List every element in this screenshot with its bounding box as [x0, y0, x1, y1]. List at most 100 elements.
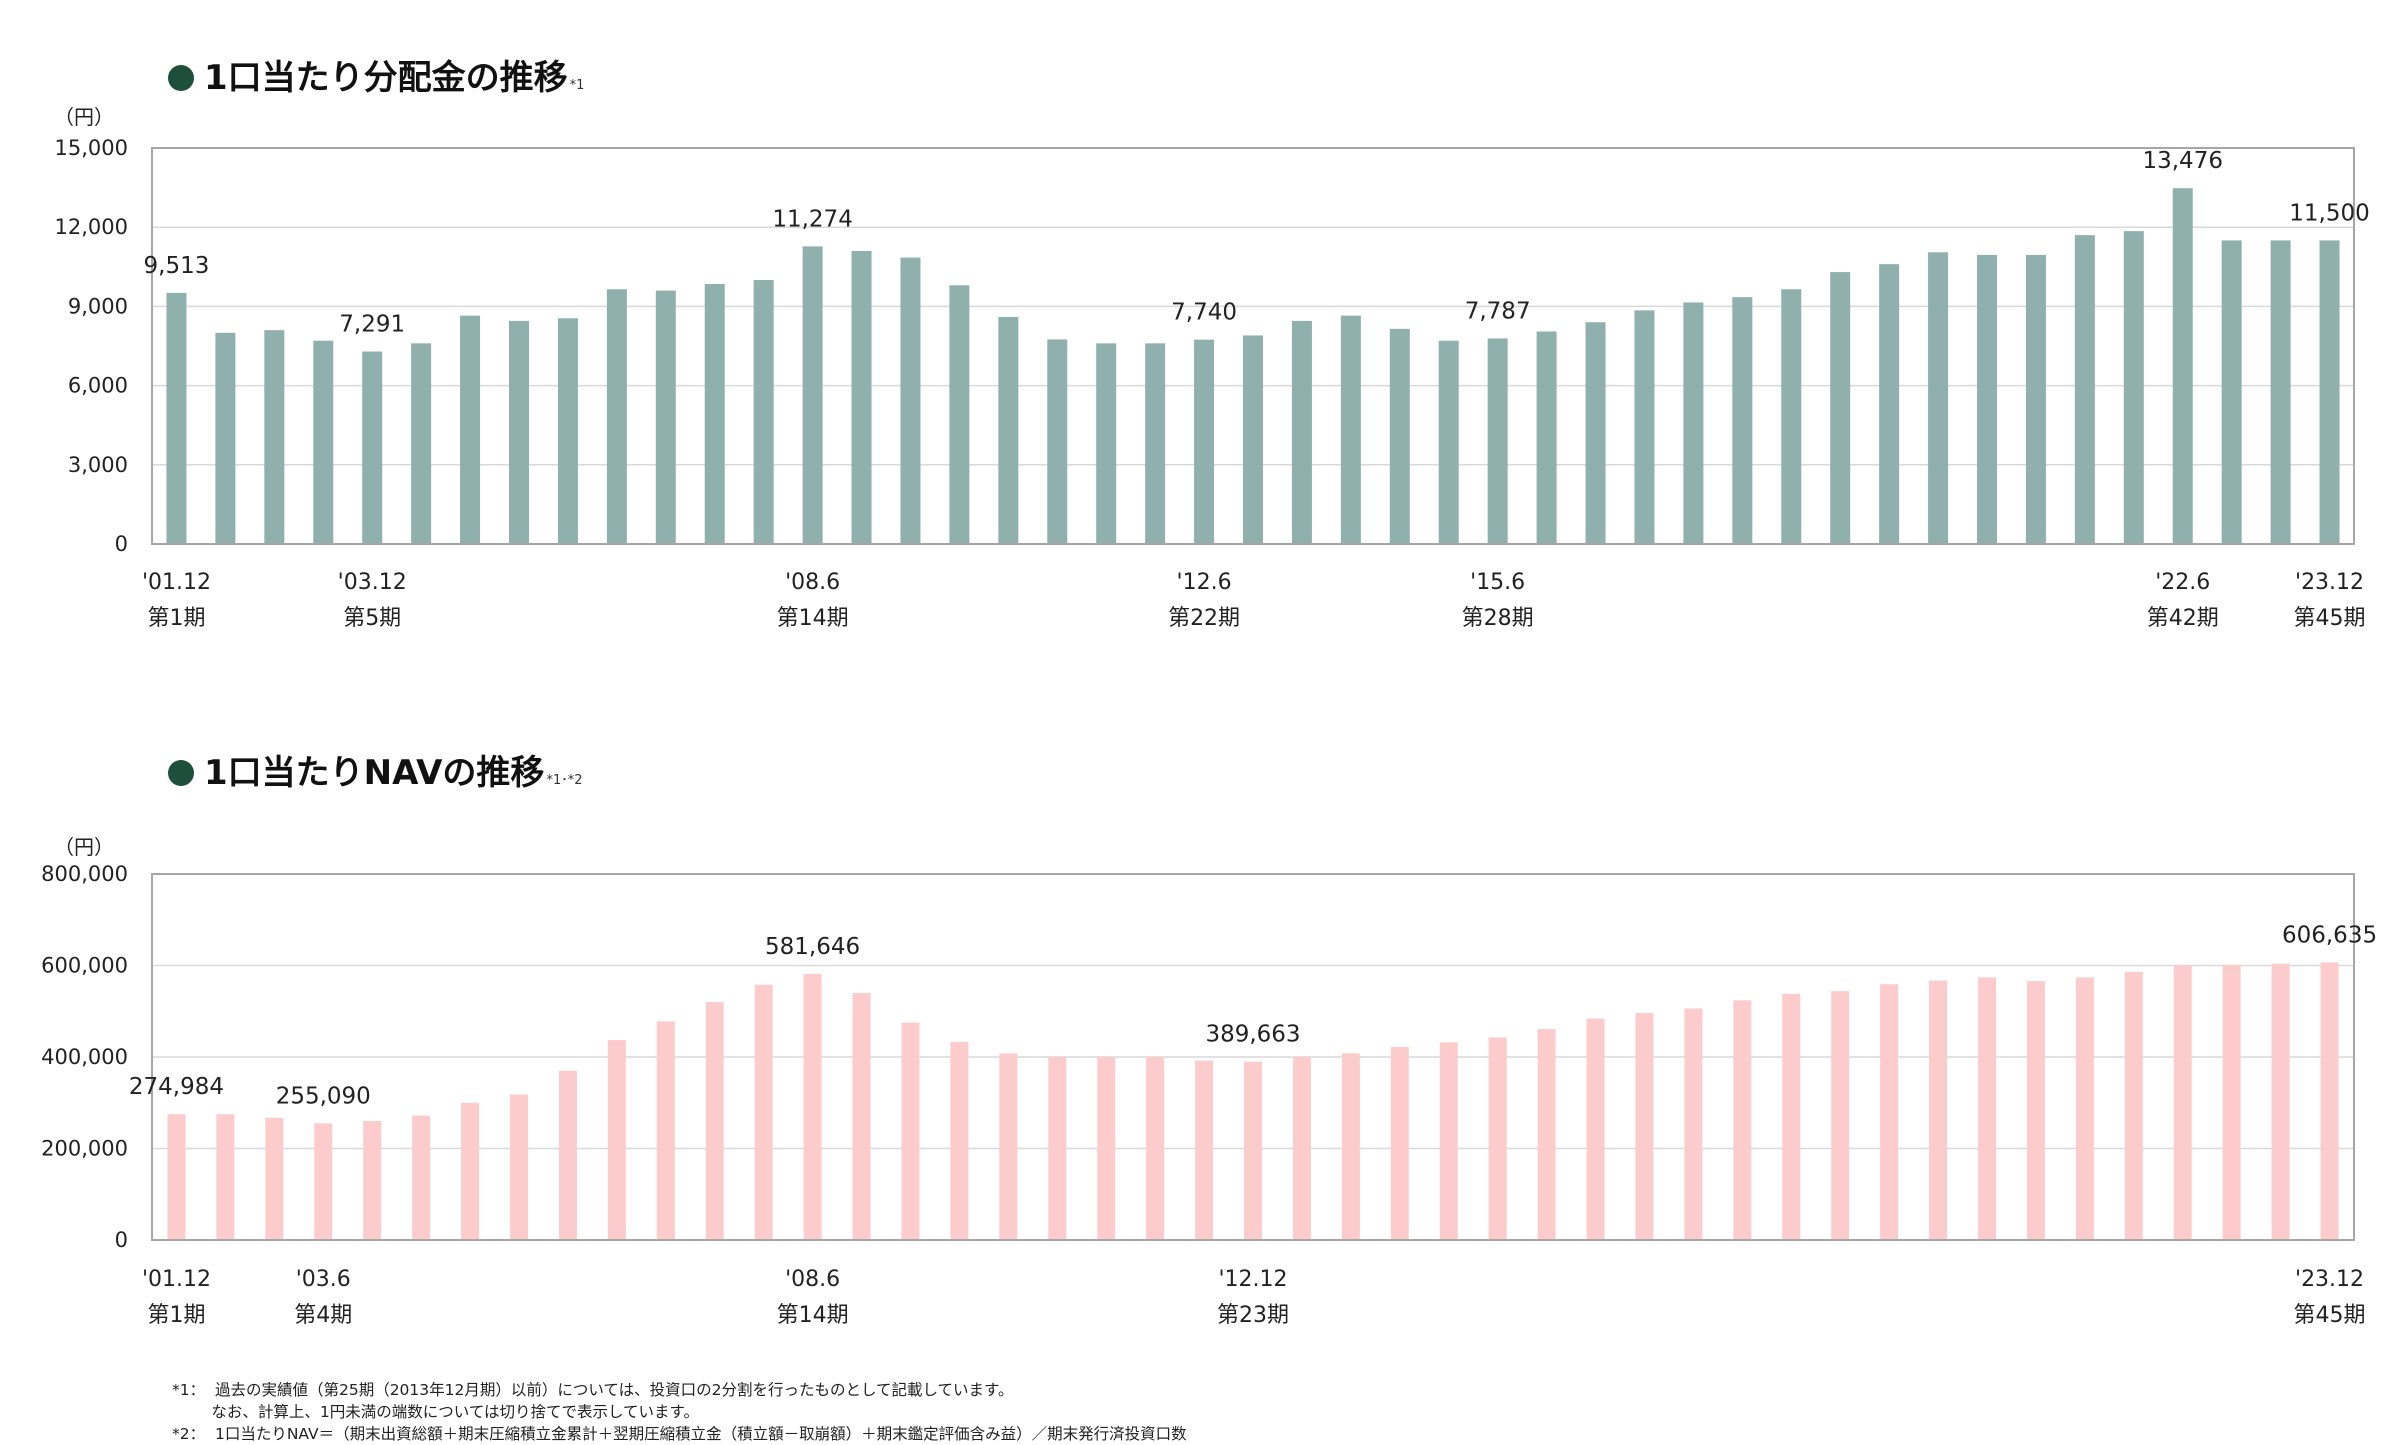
dividend-x-date-label: '08.6: [785, 570, 840, 595]
nav-data-label: 389,663: [1205, 1022, 1300, 1048]
dividend-bar: [802, 246, 823, 544]
nav-x-date-label: '03.6: [296, 1267, 351, 1292]
dividend-x-period-label: 第28期: [1462, 606, 1534, 631]
dividend-data-label: 7,740: [1171, 300, 1237, 326]
dividend-y-unit-label: （円）: [54, 105, 114, 129]
nav-bar: [1537, 1029, 1556, 1240]
nav-bar: [999, 1053, 1018, 1240]
nav-x-date-label: '23.12: [2295, 1267, 2364, 1292]
nav-bar: [265, 1117, 284, 1240]
nav-bar: [1684, 1008, 1703, 1240]
nav-title-note: *1･*2: [546, 773, 583, 788]
nav-bar: [1488, 1037, 1507, 1240]
dividend-x-date-label: '03.12: [338, 570, 407, 595]
nav-bar: [1097, 1057, 1116, 1240]
nav-data-label: 606,635: [2282, 922, 2377, 948]
dividend-data-label: 7,291: [339, 312, 405, 338]
nav-bar: [1586, 1018, 1605, 1240]
dividend-y-tick-label: 9,000: [68, 294, 128, 318]
dividend-bar: [2270, 240, 2291, 544]
dividend-data-label: 11,274: [772, 206, 852, 232]
dividend-bar: [1291, 320, 1312, 544]
dividend-x-period-label: 第1期: [147, 606, 205, 631]
dividend-data-label: 7,787: [1465, 298, 1531, 324]
nav-x-period-label: 第23期: [1217, 1303, 1289, 1328]
footnote-2: *2： 1口当たりNAV＝（期末出資総額＋期末圧縮積立金累計＋翌期圧縮積立金（積…: [172, 1425, 1187, 1443]
nav-data-label: 581,646: [765, 934, 860, 960]
nav-bar: [314, 1123, 333, 1240]
nav-y-tick-label: 600,000: [41, 954, 128, 978]
dividend-bar: [1243, 335, 1263, 544]
nav-bar: [412, 1115, 431, 1240]
dividend-bar: [1438, 340, 1459, 544]
nav-bar: [1390, 1046, 1409, 1240]
dividend-bar: [362, 351, 383, 544]
dividend-bar: [1536, 331, 1557, 544]
dividend-data-label: 11,500: [2289, 200, 2369, 226]
nav-bar: [1439, 1042, 1458, 1240]
nav-x-period-label: 第4期: [294, 1303, 352, 1328]
nav-bar: [1831, 991, 1850, 1240]
dividend-bar: [704, 283, 725, 544]
dividend-bar: [2319, 240, 2340, 544]
dividend-title-bullet-icon: [168, 65, 194, 91]
nav-bar: [1782, 993, 1801, 1240]
footnote-1: *1： 過去の実績値（第25期（2013年12月期）以前）については、投資口の2…: [172, 1381, 1014, 1399]
dividend-x-period-label: 第5期: [343, 606, 401, 631]
nav-bar: [2320, 962, 2339, 1240]
nav-bar: [363, 1121, 382, 1240]
nav-data-label: 274,984: [129, 1074, 224, 1100]
dividend-bar: [949, 285, 970, 544]
nav-bar: [1733, 1000, 1752, 1240]
nav-bar: [2222, 965, 2241, 1240]
dividend-bar: [411, 343, 432, 544]
dividend-bar: [460, 315, 481, 544]
dividend-y-tick-label: 6,000: [68, 374, 128, 398]
nav-bar: [461, 1102, 480, 1240]
nav-title-text: 1口当たりNAVの推移: [204, 753, 545, 793]
nav-bar: [216, 1114, 235, 1240]
dividend-data-label: 13,476: [2142, 148, 2222, 174]
dividend-x-period-label: 第42期: [2147, 606, 2219, 631]
dividend-bar: [606, 289, 627, 544]
dividend-x-date-label: '01.12: [142, 570, 211, 595]
nav-bar: [754, 984, 773, 1240]
dividend-title-text: 1口当たり分配金の推移: [204, 58, 568, 98]
dividend-bar: [1977, 254, 1997, 545]
nav-title-bullet-icon: [168, 760, 194, 786]
dividend-bar: [2074, 235, 2095, 544]
dividend-bar: [509, 320, 529, 544]
dividend-bar: [1585, 322, 1606, 544]
dividend-bar: [1145, 343, 1166, 544]
nav-bar: [2271, 963, 2290, 1240]
dividend-x-date-label: '23.12: [2295, 570, 2364, 595]
dividend-x-period-label: 第45期: [2294, 606, 2366, 631]
nav-x-date-label: '12.12: [1218, 1267, 1287, 1292]
nav-bar: [803, 973, 822, 1240]
dividend-bar: [900, 257, 921, 544]
nav-bar: [901, 1022, 920, 1240]
dividend-bar: [998, 316, 1019, 544]
dividend-x-date-label: '22.6: [2155, 570, 2210, 595]
dividend-bar: [1194, 339, 1215, 544]
dividend-x-period-label: 第22期: [1168, 606, 1240, 631]
nav-x-period-label: 第14期: [777, 1303, 849, 1328]
nav-x-period-label: 第1期: [147, 1303, 205, 1328]
nav-bar: [1146, 1057, 1165, 1240]
nav-bar: [1244, 1061, 1262, 1240]
dividend-bar: [1683, 302, 1704, 544]
dividend-y-tick-label: 0: [115, 532, 128, 556]
nav-bar: [705, 1002, 724, 1240]
dividend-bar: [851, 250, 872, 544]
footnote-1-cont: なお、計算上、1円未満の端数については切り捨てで表示しています。: [172, 1403, 699, 1421]
dividend-y-tick-label: 3,000: [68, 453, 128, 477]
footnotes: *1： 過去の実績値（第25期（2013年12月期）以前）については、投資口の2…: [172, 1379, 1187, 1445]
nav-bar: [2173, 965, 2192, 1240]
nav-x-period-label: 第45期: [2294, 1303, 2366, 1328]
dividend-bar: [1047, 339, 1068, 544]
nav-bar: [1880, 984, 1899, 1240]
dividend-bar: [313, 340, 334, 544]
dividend-bar: [1781, 289, 1802, 544]
dividend-bar: [1389, 328, 1410, 544]
